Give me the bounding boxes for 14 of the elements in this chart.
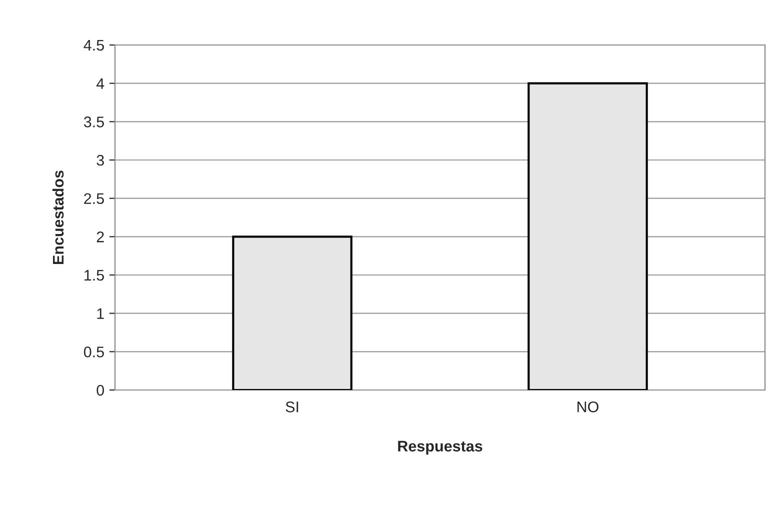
y-tick-label: 2: [96, 232, 104, 242]
x-tick-label: SI: [286, 402, 298, 412]
y-tick-label: 2.5: [84, 193, 104, 204]
y-tick-label: 3.5: [84, 116, 104, 128]
x-axis-title: Respuestas: [398, 440, 482, 455]
y-tick-label: 1: [97, 308, 104, 319]
y-tick-label: 4.5: [84, 40, 104, 51]
x-tick-label: NO: [578, 402, 598, 412]
y-tick-label: 1.5: [84, 270, 104, 281]
y-axis-title: Encuestados: [52, 170, 64, 264]
y-tick-label: 3: [96, 154, 104, 166]
y-tick-label: 0: [96, 384, 104, 396]
y-tick-label: 4: [96, 78, 104, 89]
y-tick-label: 0.5: [84, 346, 104, 358]
